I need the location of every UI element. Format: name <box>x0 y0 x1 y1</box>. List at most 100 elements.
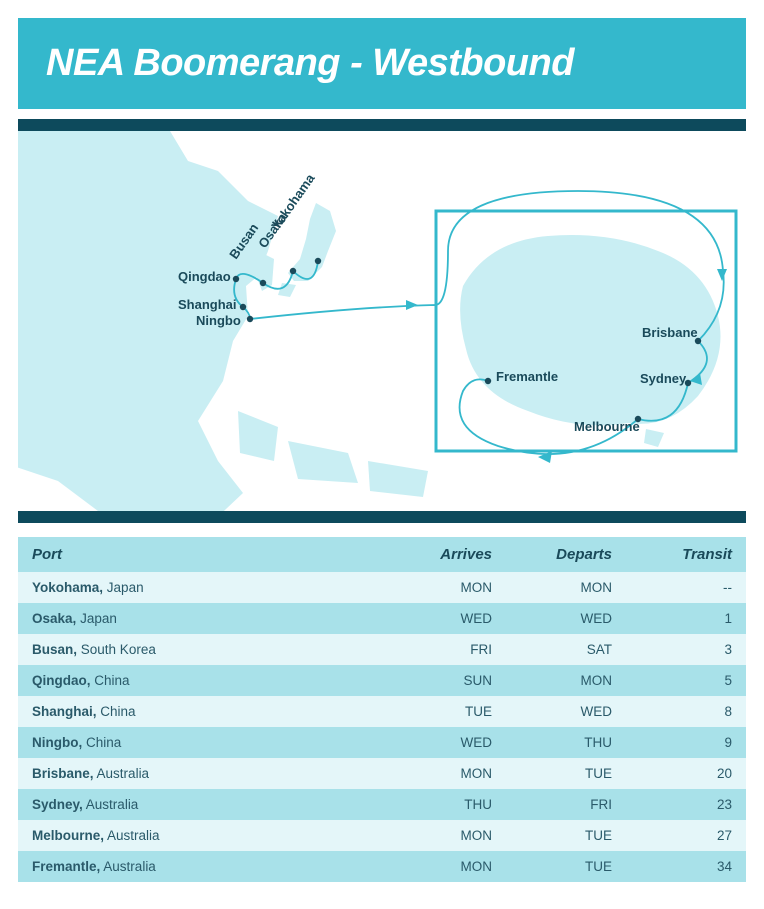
arrow-down <box>717 269 727 281</box>
port-country: Japan <box>80 611 117 626</box>
sea-2 <box>288 441 358 483</box>
table-row: Fremantle, AustraliaMONTUE34 <box>18 851 746 882</box>
cell-departs: TUE <box>506 820 626 851</box>
cell-transit: 9 <box>626 727 746 758</box>
schedule-table-wrap: Port Arrives Departs Transit Yokohama, J… <box>18 537 746 882</box>
schedule-table: Port Arrives Departs Transit Yokohama, J… <box>18 537 746 882</box>
col-transit: Transit <box>626 537 746 572</box>
table-row: Sydney, AustraliaTHUFRI23 <box>18 789 746 820</box>
port-label-fremantle: Fremantle <box>496 369 558 384</box>
cell-port: Fremantle, Australia <box>18 851 386 882</box>
port-label-shanghai: Shanghai <box>178 297 237 312</box>
table-row: Shanghai, ChinaTUEWED8 <box>18 696 746 727</box>
cell-departs: TUE <box>506 758 626 789</box>
col-arrives: Arrives <box>386 537 506 572</box>
arrow-west <box>538 451 552 463</box>
port-country: South Korea <box>81 642 156 657</box>
cell-departs: WED <box>506 696 626 727</box>
route-map: YokohamaOsakaBusanQingdaoShanghaiNingbo … <box>18 131 746 511</box>
cell-transit: -- <box>626 572 746 603</box>
tasmania <box>644 429 664 447</box>
cell-transit: 8 <box>626 696 746 727</box>
port-dot-fremantle <box>485 378 491 384</box>
table-row: Ningbo, ChinaWEDTHU9 <box>18 727 746 758</box>
cell-departs: TUE <box>506 851 626 882</box>
divider-stripe-bottom <box>18 511 746 523</box>
cell-arrives: MON <box>386 758 506 789</box>
port-label-qingdao: Qingdao <box>178 269 231 284</box>
port-dot-yokohama <box>315 258 321 264</box>
cell-port: Busan, South Korea <box>18 634 386 665</box>
cell-arrives: SUN <box>386 665 506 696</box>
port-city: Fremantle, <box>32 859 100 874</box>
cell-transit: 20 <box>626 758 746 789</box>
port-country: Japan <box>107 580 144 595</box>
cell-arrives: FRI <box>386 634 506 665</box>
cell-port: Yokohama, Japan <box>18 572 386 603</box>
port-city: Osaka, <box>32 611 76 626</box>
col-port: Port <box>18 537 386 572</box>
cell-port: Shanghai, China <box>18 696 386 727</box>
table-header-row: Port Arrives Departs Transit <box>18 537 746 572</box>
port-country: Australia <box>86 797 139 812</box>
cell-arrives: MON <box>386 851 506 882</box>
cell-departs: MON <box>506 572 626 603</box>
port-country: Australia <box>107 828 160 843</box>
cell-transit: 1 <box>626 603 746 634</box>
map-svg: YokohamaOsakaBusanQingdaoShanghaiNingbo … <box>18 131 746 511</box>
port-city: Qingdao, <box>32 673 91 688</box>
port-city: Busan, <box>32 642 77 657</box>
port-country: China <box>100 704 135 719</box>
arrow-mid <box>406 300 418 310</box>
port-country: China <box>94 673 129 688</box>
port-city: Shanghai, <box>32 704 97 719</box>
cell-departs: SAT <box>506 634 626 665</box>
port-city: Melbourne, <box>32 828 104 843</box>
cell-transit: 27 <box>626 820 746 851</box>
port-label-ningbo: Ningbo <box>196 313 241 328</box>
table-body: Yokohama, JapanMONMON--Osaka, JapanWEDWE… <box>18 572 746 882</box>
divider-stripe-top <box>18 119 746 131</box>
cell-port: Ningbo, China <box>18 727 386 758</box>
sea-3 <box>368 461 428 497</box>
cell-port: Melbourne, Australia <box>18 820 386 851</box>
cell-arrives: WED <box>386 727 506 758</box>
port-country: Australia <box>103 859 156 874</box>
cell-port: Brisbane, Australia <box>18 758 386 789</box>
col-departs: Departs <box>506 537 626 572</box>
table-row: Busan, South KoreaFRISAT3 <box>18 634 746 665</box>
port-country: China <box>86 735 121 750</box>
sea-1 <box>238 411 278 461</box>
cell-arrives: MON <box>386 820 506 851</box>
cell-transit: 23 <box>626 789 746 820</box>
port-label-melbourne: Melbourne <box>574 419 640 434</box>
page-title: NEA Boomerang - Westbound <box>46 42 718 85</box>
port-city: Yokohama, <box>32 580 103 595</box>
cell-transit: 3 <box>626 634 746 665</box>
table-row: Brisbane, AustraliaMONTUE20 <box>18 758 746 789</box>
port-label-brisbane: Brisbane <box>642 325 698 340</box>
cell-port: Sydney, Australia <box>18 789 386 820</box>
cell-departs: FRI <box>506 789 626 820</box>
cell-arrives: THU <box>386 789 506 820</box>
cell-arrives: WED <box>386 603 506 634</box>
title-banner: NEA Boomerang - Westbound <box>18 18 746 109</box>
port-label-sydney: Sydney <box>640 371 687 386</box>
cell-port: Osaka, Japan <box>18 603 386 634</box>
port-dot-qingdao <box>233 276 239 282</box>
table-row: Yokohama, JapanMONMON-- <box>18 572 746 603</box>
port-city: Ningbo, <box>32 735 82 750</box>
cell-departs: WED <box>506 603 626 634</box>
port-dot-busan <box>260 280 266 286</box>
port-city: Sydney, <box>32 797 83 812</box>
table-row: Osaka, JapanWEDWED1 <box>18 603 746 634</box>
table-row: Melbourne, AustraliaMONTUE27 <box>18 820 746 851</box>
cell-departs: THU <box>506 727 626 758</box>
cell-port: Qingdao, China <box>18 665 386 696</box>
port-country: Australia <box>97 766 150 781</box>
port-dot-shanghai <box>240 304 246 310</box>
cell-departs: MON <box>506 665 626 696</box>
port-dot-ningbo <box>247 316 253 322</box>
port-dot-osaka <box>290 268 296 274</box>
port-city: Brisbane, <box>32 766 94 781</box>
